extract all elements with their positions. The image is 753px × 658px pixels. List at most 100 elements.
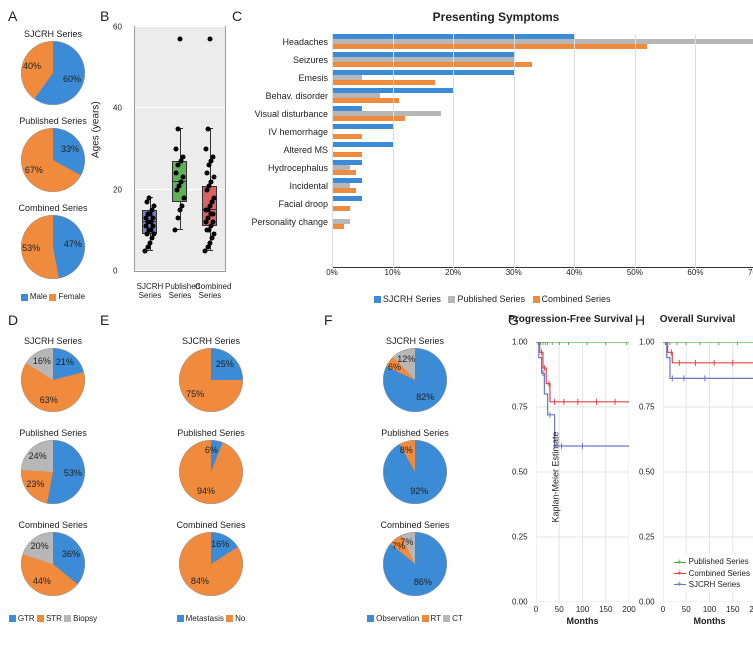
pie-wrap: Published Series92%8%	[381, 428, 449, 504]
pie-chart: 53%23%24%	[21, 440, 85, 504]
pie-title: Combined Series	[380, 520, 449, 530]
xtick: 150	[726, 605, 739, 614]
pie-chart: 25% 75%	[179, 348, 243, 412]
bar-category-label: Headaches	[232, 34, 332, 50]
data-point	[177, 37, 182, 42]
legend-label: STR	[46, 614, 62, 623]
pie-wrap: Combined Series86%7%7%	[380, 520, 449, 596]
pie-wrap: SJCRH Series25%75%	[179, 336, 243, 412]
pie-slice-label: 75%	[186, 389, 204, 399]
pie-slice-label: 33%	[61, 144, 79, 154]
ytick: 0	[113, 267, 117, 276]
data-point	[173, 147, 178, 152]
pie-slice-label: 84%	[191, 576, 209, 586]
legend-label: SJCRH Series	[689, 579, 741, 590]
data-point	[175, 126, 180, 131]
ytick: 0.75	[512, 403, 528, 412]
pie-legend: Male Female	[21, 292, 85, 302]
ytick: 0.25	[639, 533, 655, 542]
bar-row: IV hemorrhage	[332, 124, 753, 140]
pie-slice-label: 82%	[416, 392, 434, 402]
bar	[332, 142, 393, 147]
figure-grid: A SJCRH Series60%40%Published Series33%6…	[8, 8, 745, 632]
legend-swatch	[49, 294, 56, 301]
pie-legend: Metastasis No	[177, 614, 246, 624]
data-point	[211, 175, 216, 180]
km-curve	[663, 342, 753, 363]
box-group	[165, 27, 195, 271]
bar-category-label: Emesis	[232, 70, 332, 86]
legend-label: Combined Series	[689, 568, 750, 579]
data-point	[208, 37, 213, 42]
box-area: 0204060SJCRHSeriesPublishedSeriesCombine…	[134, 26, 226, 272]
km-plot-g: Kaplan-Meier Estimate Months 05010015020…	[536, 342, 629, 602]
legend-label: Published Series	[457, 294, 525, 304]
xtick: 70%	[748, 268, 753, 277]
panel-b: B Ages (years) 0204060SJCRHSeriesPublish…	[100, 8, 230, 308]
legend-label: Observation	[376, 614, 419, 623]
bar-category-label: Personality change	[232, 214, 332, 230]
pie-slice-label: 40%	[23, 61, 41, 71]
legend-label: Biopsy	[73, 614, 97, 623]
pie-wrap: SJCRH Series21%63%16%	[21, 336, 85, 412]
pie-slice-label: 6%	[205, 445, 218, 455]
legend-swatch	[443, 615, 450, 622]
pie-slice-label: 92%	[410, 486, 428, 496]
pie-stack-a: SJCRH Series 60% 40% Published Series33%67%…	[8, 8, 98, 308]
ytick: 0.00	[639, 598, 655, 607]
data-point	[181, 175, 186, 180]
pie-slice-label: 25%	[216, 359, 234, 369]
pie-slice-label: 6%	[388, 362, 401, 372]
bar	[332, 62, 532, 67]
legend-label: SJCRH Series	[383, 294, 441, 304]
data-point	[204, 171, 209, 176]
bar-category-label: Seizures	[232, 52, 332, 68]
data-point	[204, 147, 209, 152]
pie-slice-label: 94%	[197, 486, 215, 496]
data-point	[211, 232, 216, 237]
pie-wrap: SJCRH Series82%6%12%	[383, 336, 447, 412]
pie-chart: 60% 40%	[21, 41, 85, 105]
panel-e: E SJCRH Series25%75%Published Series6%94…	[100, 312, 322, 632]
bar-row: Seizures	[332, 52, 753, 68]
legend-swatch	[367, 615, 374, 622]
bar-category-label: Hydrocephalus	[232, 160, 332, 176]
box-group	[135, 27, 165, 271]
bar-row: Visual disturbance	[332, 106, 753, 122]
xtick: 50	[682, 605, 691, 614]
panel-label-f: F	[324, 312, 333, 328]
km-legend: Published SeriesCombined SeriesSJCRH Ser…	[672, 554, 752, 592]
bar-row: Behav. disorder	[332, 88, 753, 104]
pie-wrap: Published Series33%67%	[19, 116, 87, 192]
pie-slice-label: 21%	[56, 357, 74, 367]
pie-title: Combined Series	[176, 520, 245, 530]
data-point	[179, 203, 184, 208]
panel-label-a: A	[8, 8, 17, 24]
bar	[332, 116, 405, 121]
legend-label: CT	[452, 614, 463, 623]
legend-swatch	[374, 296, 381, 303]
pie-slice-label: 47%	[64, 239, 82, 249]
bar	[332, 196, 362, 201]
legend-swatch	[9, 615, 16, 622]
panel-d: D SJCRH Series21%63%16%Published Series5…	[8, 312, 98, 632]
xtick: 40%	[566, 268, 582, 277]
bar	[332, 98, 399, 103]
pie-slice-label: 60%	[63, 74, 81, 84]
panel-label-d: D	[8, 312, 18, 328]
pie-slice-label: 8%	[400, 445, 413, 455]
pie-title: SJCRH Series	[386, 336, 444, 346]
panel-g: G Progression-Free Survival Kaplan-Meier…	[508, 312, 633, 632]
pie-stack-d: SJCRH Series21%63%16%Published Series53%…	[8, 312, 98, 632]
xtick: 150	[599, 605, 612, 614]
legend-label: RT	[431, 614, 441, 623]
legend-swatch	[533, 296, 540, 303]
axis-x-c: 0%10%20%30%40%50%60%70%	[332, 267, 753, 282]
xlabel: SJCRHSeries	[135, 283, 165, 301]
bar-row: Emesis	[332, 70, 753, 86]
bar	[332, 80, 435, 85]
pie-slice-label: 20%	[31, 541, 49, 551]
bar-row: Incidental	[332, 178, 753, 194]
bar-category-label: Facial droop	[232, 196, 332, 212]
pie-title: SJCRH Series	[24, 29, 82, 39]
